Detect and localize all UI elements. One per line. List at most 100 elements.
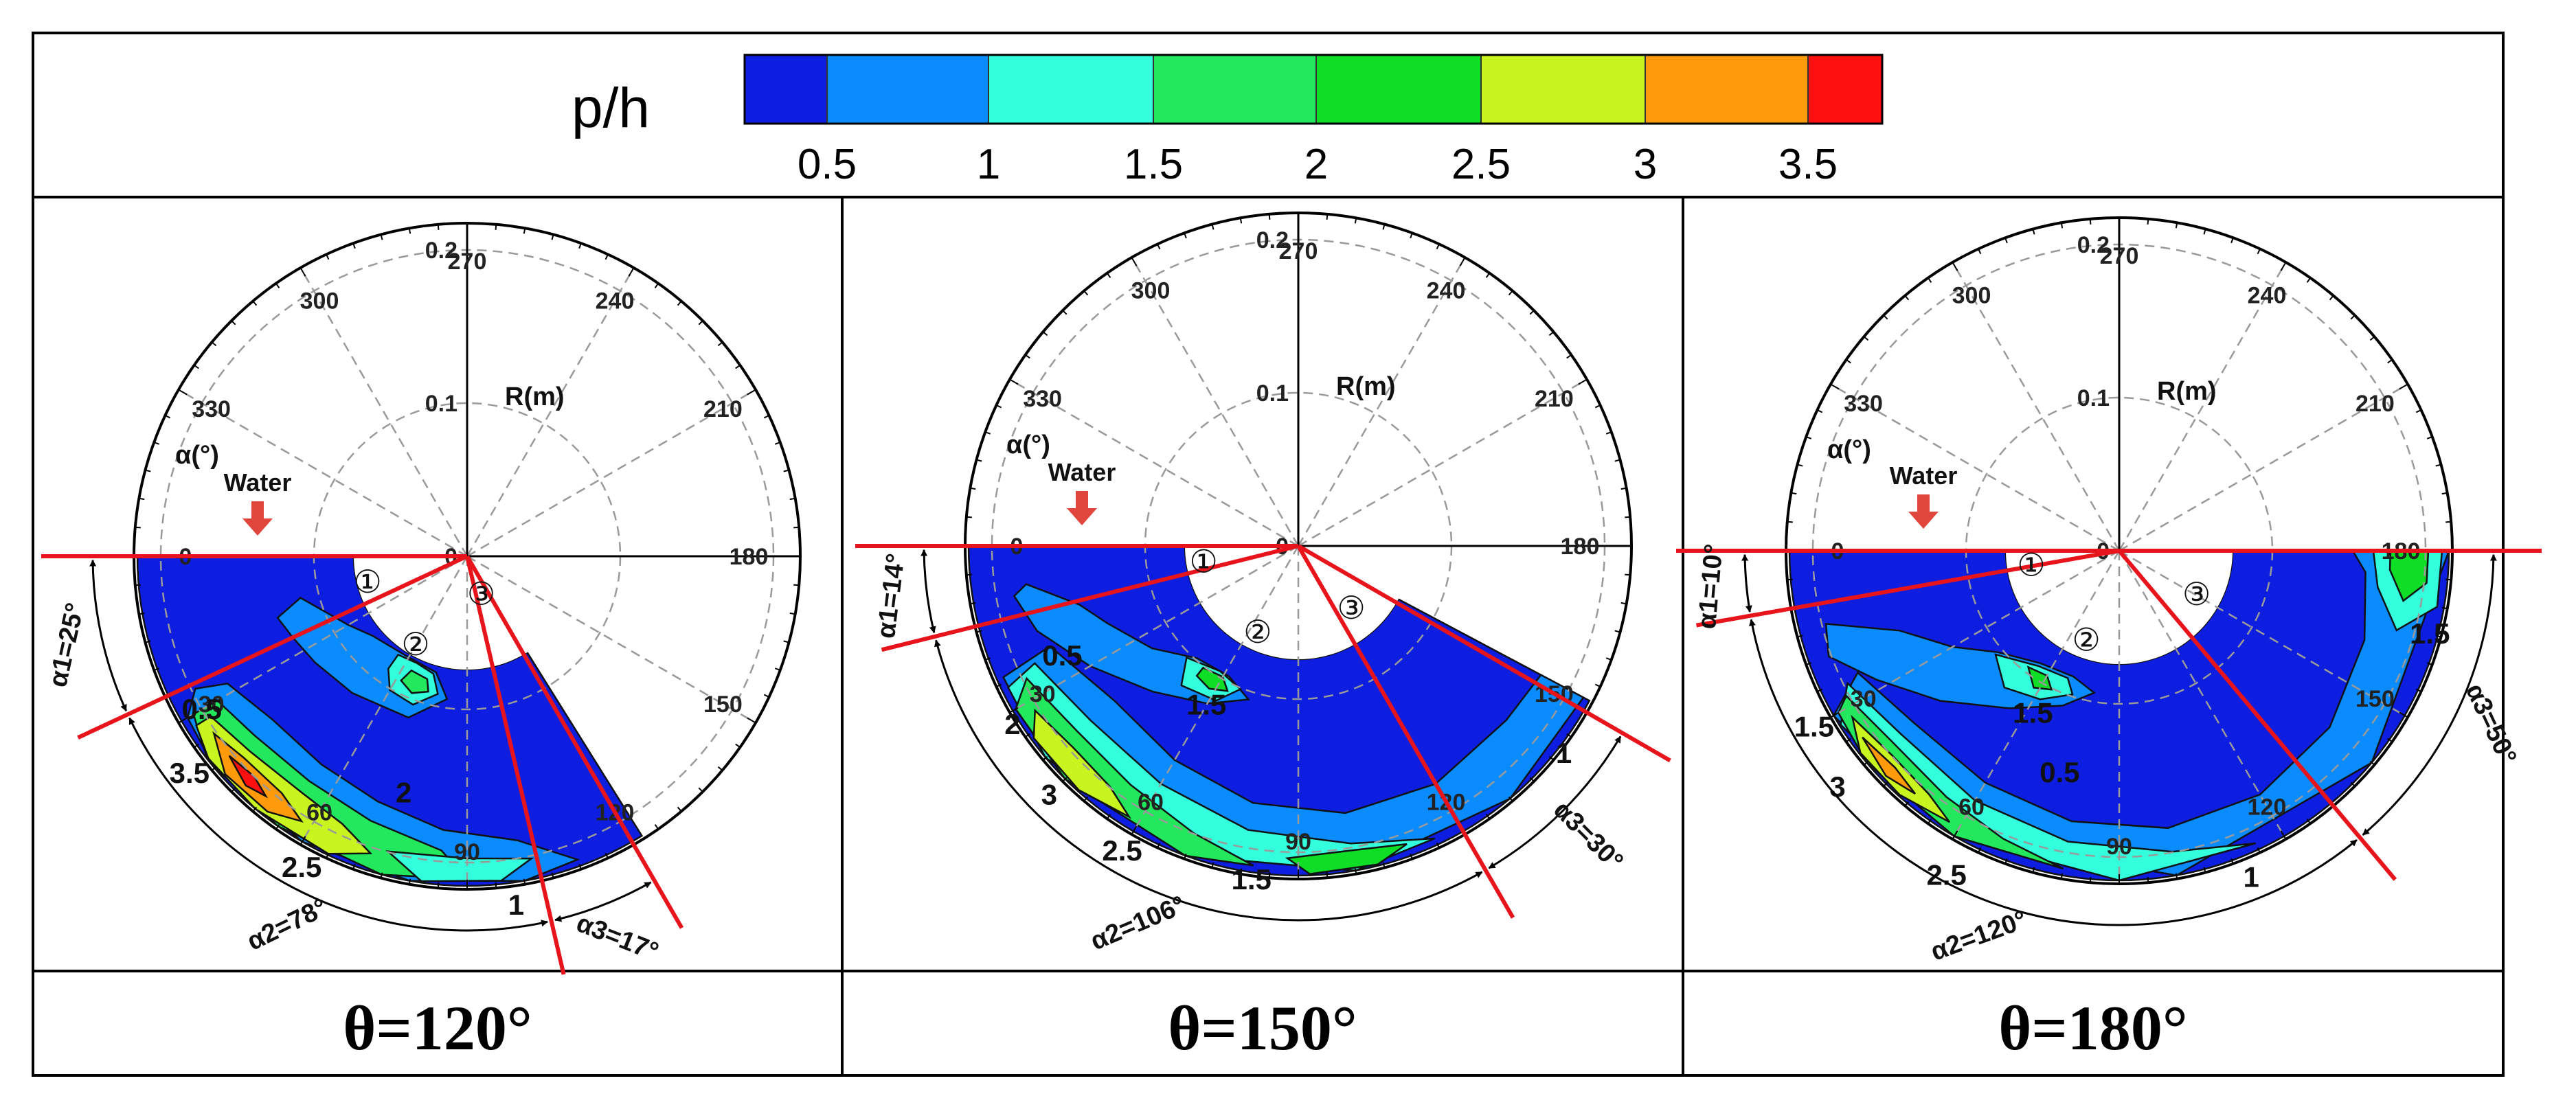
angular-tick (1787, 521, 1793, 523)
angular-grid-line (1297, 257, 1466, 547)
angular-tick (300, 267, 306, 277)
colorbar-tick-label: 1.5 (1124, 141, 1183, 188)
angular-tick (976, 459, 982, 462)
angular-tick (1548, 331, 1555, 336)
angle-tick-label: 90 (454, 839, 480, 865)
angular-tick (735, 743, 741, 749)
contour-label: 0.5 (2040, 756, 2079, 788)
angular-tick (153, 442, 160, 445)
radial-tick-label: 0.2 (2077, 232, 2110, 258)
angular-tick (1978, 847, 1982, 853)
radial-axis-label: R(m) (505, 383, 565, 411)
water-arrow-icon (1908, 494, 1939, 529)
colorbar-swatches (743, 54, 1884, 125)
water-annotation: Water (224, 468, 292, 497)
colorbar-swatch (1315, 54, 1482, 124)
angular-grid-line (2118, 262, 2287, 551)
angular-tick (763, 694, 769, 698)
angular-tick (578, 242, 582, 249)
angular-tick (2415, 409, 2421, 413)
angular-tick (1131, 257, 1138, 266)
angle-span-arc (89, 559, 128, 712)
angle-span-arc (1488, 735, 1622, 869)
angular-tick (326, 254, 330, 260)
angular-tick (1211, 224, 1214, 230)
angular-tick (605, 254, 609, 260)
angular-grid-line (1830, 383, 2120, 552)
angle-tick-label: 180 (1561, 534, 1600, 560)
panel-title-theta-120: θ=120° (343, 993, 532, 1063)
angular-tick (145, 469, 151, 472)
angular-tick (578, 863, 582, 870)
angular-tick (2032, 229, 2035, 235)
outer-border (32, 32, 2505, 1077)
angular-tick (698, 320, 703, 326)
angular-grid-line (466, 555, 756, 724)
angle-axis-label: α(°) (1006, 431, 1050, 459)
angular-tick (628, 267, 635, 277)
water-annotation: Water (1890, 461, 1958, 490)
angular-tick (1382, 224, 1386, 230)
angle-tick-label: 270 (2100, 243, 2139, 269)
angular-tick (1978, 249, 1982, 255)
contour-label: 0.5 (182, 693, 222, 725)
angle-axis-label: α(°) (1827, 435, 1871, 464)
angular-tick (996, 404, 1002, 409)
angular-tick (966, 516, 972, 518)
colorbar: p/h 0.5 1 1.5 2 2.5 3 3.5 (572, 54, 1884, 188)
colorbar-ticks: 0.5 1 1.5 2 2.5 3 3.5 (798, 141, 1838, 188)
angular-tick (1083, 290, 1089, 296)
angular-tick (2369, 336, 2375, 341)
colorbar-tick-label: 3 (1634, 141, 1657, 188)
contour-label: 2.5 (282, 851, 321, 883)
angular-tick (1614, 459, 1620, 462)
angle-span-arc (1749, 619, 2358, 926)
angle-tick-label: 300 (1131, 278, 1171, 304)
angular-tick (165, 415, 171, 419)
angular-tick (1042, 331, 1048, 336)
colorbar-swatch (826, 54, 989, 124)
angular-tick (1620, 602, 1627, 605)
angular-tick (1157, 244, 1161, 250)
angular-tick (523, 878, 526, 885)
colorbar-tick-label: 1 (977, 141, 1000, 188)
contour-label: 1 (1556, 737, 1572, 769)
angular-tick (551, 234, 554, 240)
angular-tick (677, 300, 682, 306)
angular-grid-line (178, 389, 468, 558)
angular-tick (1354, 868, 1357, 874)
angular-tick (252, 300, 258, 306)
angular-grid-line (1298, 378, 1588, 547)
angular-tick (747, 389, 756, 396)
zone-marker: ② (1243, 614, 1272, 650)
angular-tick (437, 882, 440, 889)
angular-grid-line (1131, 257, 1300, 547)
colorbar-tick-label: 3.5 (1778, 141, 1838, 188)
angular-tick (2060, 873, 2064, 879)
angular-tick (2350, 315, 2355, 320)
angle-tick-label: 60 (1958, 794, 1985, 820)
angular-tick (677, 806, 682, 812)
angle-tick-label: 150 (2355, 686, 2395, 712)
zone-marker: ① (353, 564, 381, 600)
angular-tick (1594, 683, 1601, 687)
angle-span-label: α3=30° (1548, 795, 1628, 876)
angular-tick (1009, 378, 1019, 385)
colorbar-swatch (988, 54, 1154, 124)
angular-tick (1566, 354, 1572, 359)
angular-tick (1594, 404, 1601, 409)
angle-tick-label: 60 (306, 799, 332, 825)
contour-label: 2.5 (1102, 834, 1142, 867)
angular-tick (495, 224, 497, 230)
angular-tick (1578, 378, 1588, 385)
zone-marker: ③ (2182, 576, 2211, 612)
angular-tick (2441, 492, 2448, 495)
angular-tick (970, 487, 976, 490)
angular-tick (984, 431, 991, 435)
angle-span-arc (1741, 554, 1752, 613)
contour-label: 2 (396, 777, 411, 809)
angular-tick (1485, 273, 1491, 278)
